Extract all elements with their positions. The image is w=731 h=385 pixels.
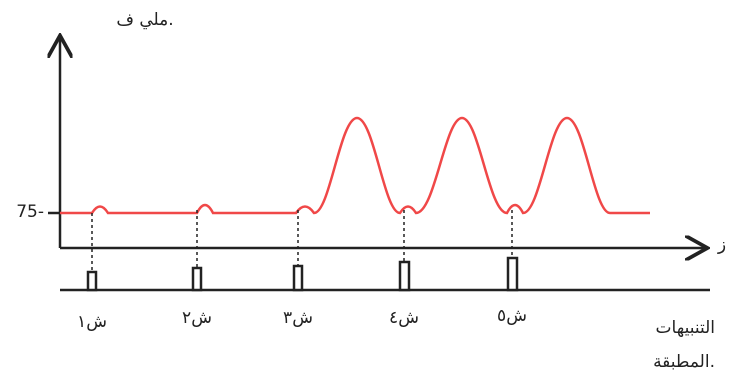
- stimulus-label: ش١: [77, 312, 107, 332]
- potential-curve: [60, 118, 650, 213]
- stimulus-label: ش٤: [389, 308, 419, 328]
- caption: المطبقة.: [653, 352, 715, 372]
- y-tick-label: 75-: [16, 202, 44, 222]
- stimulus-pulses: [88, 258, 517, 290]
- stimulus-label: ش٥: [497, 306, 527, 326]
- diagram: ملي ف. ز 75- ش١ ش٢ ش٣ ش٤ ش٥ التنبيهات ال…: [0, 0, 731, 385]
- stimulus-label: ش٣: [283, 308, 313, 328]
- guides: [92, 210, 512, 272]
- x-axis-label: ز: [717, 235, 726, 255]
- stimulus-label: ش٢: [182, 308, 212, 328]
- y-axis-label: ملي ف.: [116, 10, 173, 30]
- caption: التنبيهات: [656, 318, 715, 338]
